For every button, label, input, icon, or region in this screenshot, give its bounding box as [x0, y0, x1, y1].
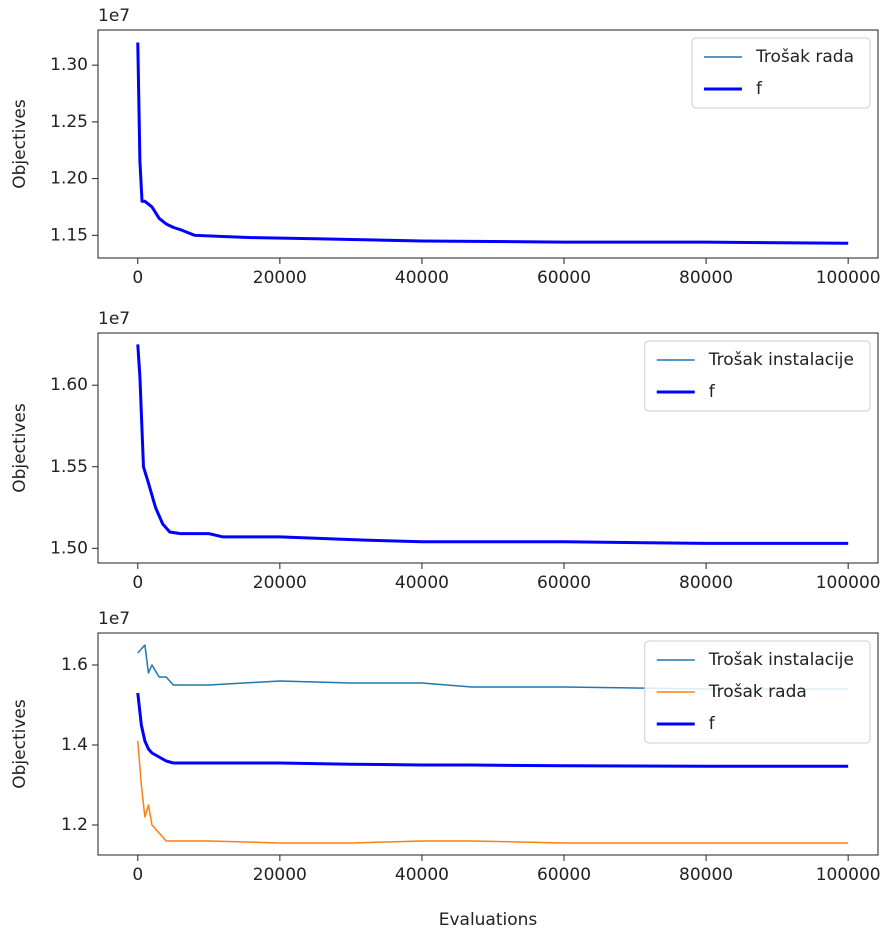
y-tick-label: 1.6: [61, 655, 88, 675]
series-line: [136, 42, 849, 245]
y-tick-label: 1.2: [61, 815, 88, 835]
series-line: [137, 644, 849, 690]
x-tick-label: 0: [132, 865, 143, 885]
x-tick-label: 0: [132, 268, 143, 288]
legend-label: Trošak instalacije: [708, 350, 854, 370]
legend: Trošak instalacije Trošak rada f: [644, 640, 871, 744]
y-tick-label: 1.30: [50, 55, 88, 75]
y-tick-label: 1.4: [61, 735, 88, 755]
x-tick-label: 40000: [395, 573, 449, 593]
y-tick-label: 1.20: [50, 169, 88, 189]
legend-label: f: [709, 382, 716, 402]
x-tick-label: 80000: [679, 573, 733, 593]
axes-frame: [97, 332, 879, 564]
y-axis-label: Objectives: [10, 99, 30, 189]
subplot: 1.15 1.20 1.25 1.30 0 20000 40000 60000 80000 100…: [10, 6, 881, 288]
x-tick-label: 60000: [537, 573, 591, 593]
series-line: [137, 740, 849, 844]
x-tick-label: 100000: [816, 865, 881, 885]
offset-label: 1e7: [98, 609, 130, 629]
x-tick-label: 100000: [816, 573, 881, 593]
legend-label: Trošak instalacije: [708, 650, 854, 670]
legend: Trošak rada f: [691, 37, 871, 109]
legend-label: f: [756, 79, 763, 99]
legend-box: [644, 640, 871, 744]
y-axis-label: Objectives: [10, 699, 30, 789]
series-line: [136, 692, 849, 768]
x-tick-label: 80000: [679, 268, 733, 288]
offset-label: 1e7: [98, 6, 130, 26]
axes-frame: [97, 29, 879, 259]
x-tick-label: 40000: [395, 268, 449, 288]
x-tick-label: 20000: [253, 865, 307, 885]
x-tick-label: 60000: [537, 865, 591, 885]
x-tick-label: 0: [132, 573, 143, 593]
x-tick-label: 100000: [816, 268, 881, 288]
x-tick-label: 40000: [395, 865, 449, 885]
legend-label: Trošak rada: [708, 682, 807, 702]
series-line: [136, 344, 849, 545]
y-axis-label: Objectives: [10, 403, 30, 493]
subplot: 1.50 1.55 1.60 0 20000 40000 60000 80000 100000 1…: [10, 309, 881, 593]
y-tick-label: 1.50: [50, 538, 88, 558]
legend: Trošak instalacije f: [644, 340, 871, 412]
x-tick-label: 20000: [253, 573, 307, 593]
y-tick-label: 1.15: [50, 225, 88, 245]
x-axis-label: Evaluations: [439, 910, 538, 930]
x-tick-label: 60000: [537, 268, 591, 288]
subplot: 1.2 1.4 1.6 0 20000 40000 60000 80000 100000 1e7 O…: [10, 609, 881, 885]
legend-label: f: [709, 714, 716, 734]
y-tick-label: 1.25: [50, 112, 88, 132]
x-tick-label: 80000: [679, 865, 733, 885]
offset-label: 1e7: [98, 309, 130, 329]
axes-frame: [97, 632, 879, 856]
legend-label: Trošak rada: [755, 47, 854, 67]
legend-box: [644, 340, 871, 412]
x-tick-label: 20000: [253, 268, 307, 288]
y-tick-label: 1.60: [50, 375, 88, 395]
y-tick-label: 1.55: [50, 457, 88, 477]
